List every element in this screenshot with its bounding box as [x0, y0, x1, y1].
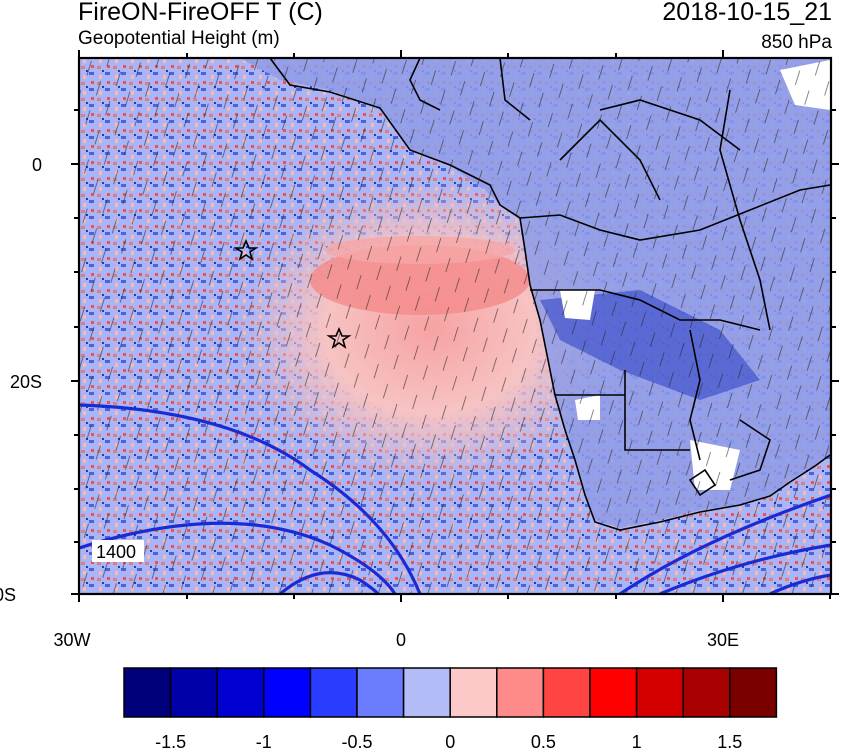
colorbar-tick-label: -1: [256, 732, 272, 750]
geopotential-contours: [79, 403, 831, 594]
temperature-difference-field: 1400: [79, 58, 831, 594]
colorbar-swatch: [402, 667, 451, 718]
colorbar-swatch: [216, 667, 265, 718]
subtitle: Geopotential Height (m): [78, 28, 280, 49]
colorbar-tick-label: -1.5: [155, 732, 186, 750]
lat-label-0: 0: [32, 155, 42, 175]
colorbar-swatch: [589, 667, 638, 718]
colorbar-swatch: [356, 667, 405, 718]
colorbar-tick-label: -0.5: [341, 732, 372, 750]
colorbar-tick-label: 1: [632, 732, 642, 750]
colorbar-labels: -1.5 -1 -0.5 0 0.5 1 1.5: [155, 732, 742, 750]
colorbar-tick-label: 1.5: [717, 732, 742, 750]
pressure-level-label: 850 hPa: [761, 32, 832, 53]
colorbar-swatch: [635, 667, 684, 718]
lat-label-40s: 40S: [0, 585, 16, 605]
colorbar-swatch: [449, 667, 498, 718]
timestamp-label: 2018-10-15_21: [662, 0, 832, 26]
lat-label-20s: 20S: [10, 372, 42, 392]
colorbar-swatch: [542, 667, 591, 718]
lon-label-30w: 30W: [53, 630, 90, 650]
colorbar-tick-label: 0: [445, 732, 455, 750]
colorbar-swatch: [123, 667, 172, 718]
star-marker: [326, 326, 352, 349]
lon-label-0: 0: [396, 630, 406, 650]
colorbar: [123, 667, 778, 718]
colorbar-swatch: [682, 667, 731, 718]
colorbar-swatch: [729, 667, 778, 718]
colorbar-swatch: [309, 667, 358, 718]
colorbar-tick-label: 0.5: [531, 732, 556, 750]
colorbar-swatch: [263, 667, 312, 718]
svg-text:1400: 1400: [96, 542, 136, 562]
colorbar-swatch: [496, 667, 545, 718]
colorbar-swatch: [169, 667, 218, 718]
chart-title: FireON-FireOFF T (C): [78, 0, 323, 26]
contour-label-1400: 1400: [92, 540, 144, 562]
axis-ticks: [71, 50, 839, 602]
lon-label-30e: 30E: [707, 630, 739, 650]
star-marker: [233, 238, 259, 261]
